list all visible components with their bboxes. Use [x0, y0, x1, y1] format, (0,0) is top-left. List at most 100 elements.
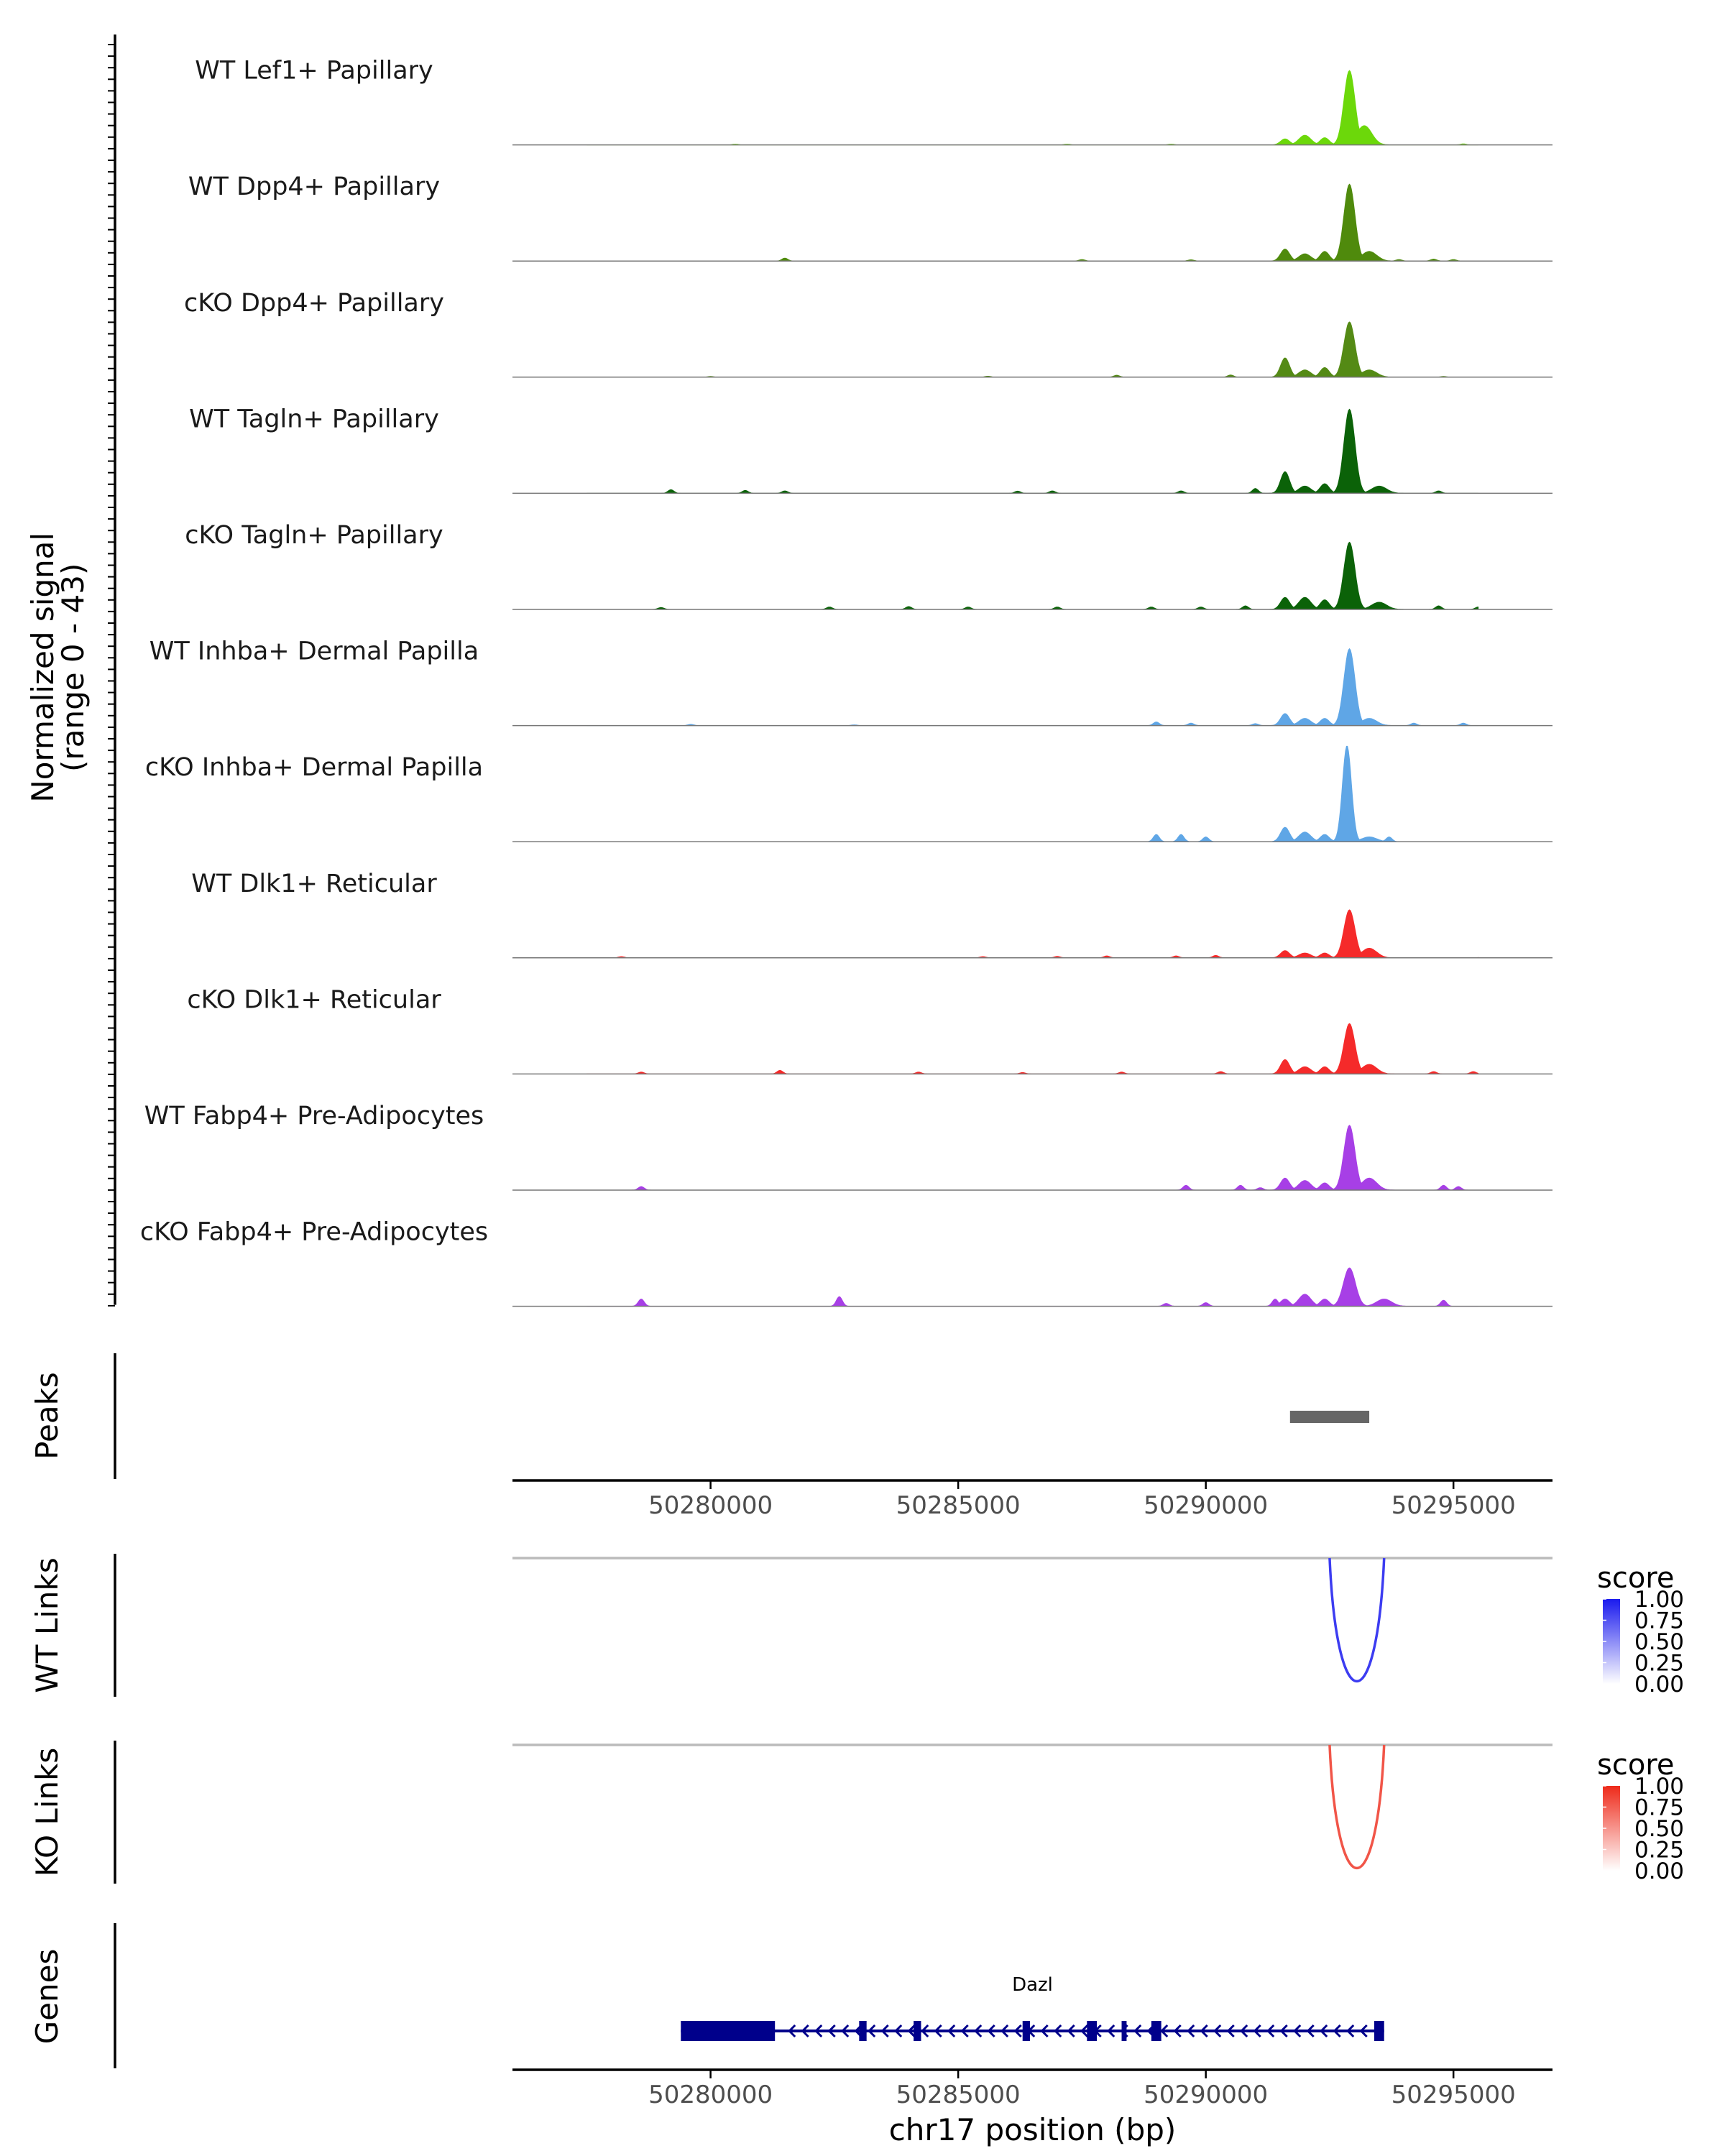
gene-exon-block: [1151, 2021, 1162, 2041]
strand-arrow: [841, 2024, 850, 2038]
coverage-signal-area: [586, 541, 1479, 610]
strand-arrow: [921, 2024, 929, 2038]
gene-exon-block: [859, 2021, 867, 2041]
strand-arrow: [1266, 2024, 1275, 2038]
strand-arrow: [788, 2024, 796, 2038]
coverage-track-label: WT Lef1+ Papillary: [195, 57, 433, 86]
strand-arrow: [1173, 2024, 1182, 2038]
coverage-track-label: WT Tagln+ Papillary: [189, 405, 439, 433]
coverage-track: WT Fabp4+ Pre-Adipocytes: [144, 1102, 1552, 1191]
strand-arrow: [987, 2024, 995, 2038]
gene-exon-block: [1022, 2021, 1031, 2041]
coverage-track-label: WT Dpp4+ Papillary: [188, 172, 440, 201]
links-legend-tick-label: 0.00: [1634, 1858, 1684, 1884]
coverage-y-axis-label-line1: Normalized signal: [25, 533, 60, 803]
strand-arrow: [868, 2024, 876, 2038]
coverage-track-label: WT Inhba+ Dermal Papilla: [150, 637, 479, 666]
coverage-panel: Normalized signal(range 0 - 43) WT Lef1+ …: [25, 34, 1552, 1307]
strand-arrow: [1000, 2024, 1009, 2038]
peaks-panel: Peaks: [29, 1353, 1370, 1479]
links-legend-tick-label: 0.50: [1634, 1629, 1684, 1655]
coverage-signal-area: [586, 321, 1478, 378]
links-legend-title: score: [1597, 1749, 1674, 1782]
coverage-track: cKO Dpp4+ Papillary: [184, 289, 1552, 378]
strand-arrow: [827, 2024, 836, 2038]
coverage-signal-area: [586, 183, 1478, 262]
strand-arrow: [1040, 2024, 1049, 2038]
genes-x-axis-tick-label: 50280000: [648, 2081, 773, 2109]
genes-x-axis-tick-label: 50295000: [1392, 2081, 1516, 2109]
strand-arrow: [907, 2024, 916, 2038]
strand-arrow: [1306, 2024, 1315, 2038]
coverage-signal-area: [586, 745, 1478, 842]
x-axis-tick-label: 50290000: [1144, 1491, 1268, 1520]
coverage-track-label: cKO Dpp4+ Papillary: [184, 289, 444, 318]
strand-arrow: [1160, 2024, 1169, 2038]
gene-exon-block: [1087, 2021, 1098, 2041]
genes-x-axis-title: chr17 position (bp): [889, 2112, 1177, 2147]
links-legend-tick-label: 0.50: [1634, 1816, 1684, 1842]
genes-panel: Genes Dazl 50280000 50285000 50290000 5029500…: [29, 1923, 1552, 2147]
coverage-track: cKO Inhba+ Dermal Papilla: [145, 745, 1552, 842]
coverage-signal-area: [586, 408, 1478, 494]
coverage-signal-area: [586, 909, 1479, 959]
strand-arrow: [1133, 2024, 1142, 2038]
gene-utr-block: [681, 2021, 776, 2041]
coverage-signal-area: [586, 1267, 1478, 1307]
coverage-track-label: cKO Tagln+ Papillary: [185, 521, 443, 550]
coverage-track: WT Tagln+ Papillary: [189, 405, 1552, 494]
strand-arrow: [1359, 2024, 1368, 2038]
coverage-signal-area: [586, 70, 1478, 146]
x-axis-tick-label: 50285000: [896, 1491, 1021, 1520]
strand-arrow: [801, 2024, 809, 2038]
strand-arrow: [934, 2024, 942, 2038]
strand-arrow: [1253, 2024, 1261, 2038]
strand-arrow: [1013, 2024, 1022, 2038]
strand-arrow: [1187, 2024, 1195, 2038]
coverage-track: WT Lef1+ Papillary: [195, 57, 1552, 146]
link-arc: [1328, 1557, 1386, 1682]
strand-arrow: [960, 2024, 969, 2038]
strand-arrow: [974, 2024, 983, 2038]
strand-arrow: [1240, 2024, 1248, 2038]
strand-arrow: [1293, 2024, 1302, 2038]
strand-arrow: [1346, 2024, 1355, 2038]
gene-exon-block: [914, 2021, 921, 2041]
strand-arrow: [894, 2024, 903, 2038]
coverage-y-axis-label-line2: (range 0 - 43): [55, 563, 91, 772]
strand-arrow: [1200, 2024, 1208, 2038]
gene-name-label: Dazl: [1012, 1974, 1053, 1996]
strand-arrow: [1080, 2024, 1089, 2038]
middle-x-axis: 50280000 50285000 50290000 50295000: [512, 1479, 1552, 1520]
coverage-signal-area: [586, 1125, 1478, 1191]
peaks-y-axis-label: Peaks: [29, 1372, 65, 1460]
strand-arrow: [1067, 2024, 1075, 2038]
coverage-track-label: cKO Dlk1+ Reticular: [187, 985, 441, 1014]
links-legend-tick-label: 0.25: [1634, 1651, 1684, 1677]
strand-arrow: [1107, 2024, 1116, 2038]
coverage-signal-area: [586, 648, 1478, 727]
strand-arrow: [1333, 2024, 1341, 2038]
link-arc: [1328, 1744, 1386, 1869]
strand-arrow: [814, 2024, 823, 2038]
coverage-track: cKO Tagln+ Papillary: [185, 521, 1552, 610]
links-legend-title: score: [1597, 1562, 1674, 1595]
coverage-y-axis-label: Normalized signal(range 0 - 43): [25, 533, 91, 803]
links-legend-tick-label: 0.75: [1634, 1608, 1684, 1634]
links-legend-tick-label: 1.00: [1634, 1587, 1684, 1613]
links-legend-tick-label: 0.25: [1634, 1838, 1684, 1864]
coverage-signal-area: [586, 1023, 1479, 1074]
coverage-track: WT Inhba+ Dermal Papilla: [150, 637, 1552, 727]
links-y-axis-label: WT Links: [29, 1557, 65, 1692]
links-y-axis-label: KO Links: [29, 1748, 65, 1877]
peak-range: [1289, 1411, 1370, 1423]
genes-y-axis-label: Genes: [29, 1949, 65, 2045]
strand-arrow: [1279, 2024, 1288, 2038]
genes-x-axis-tick-label: 50285000: [896, 2081, 1021, 2109]
genes-x-axis-tick-label: 50290000: [1144, 2081, 1268, 2109]
strand-arrow: [880, 2024, 889, 2038]
x-axis-tick-label: 50280000: [648, 1491, 773, 1520]
